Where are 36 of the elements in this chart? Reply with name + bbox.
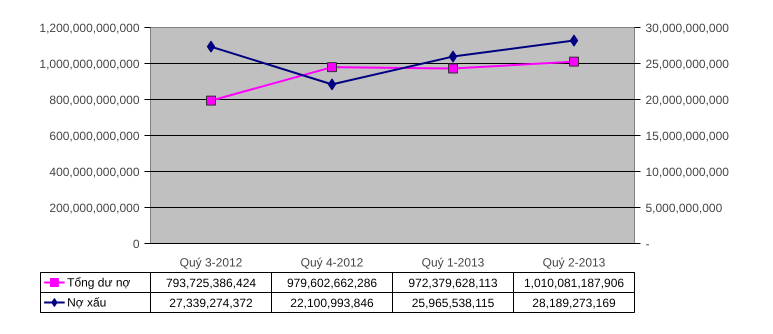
point	[570, 34, 578, 47]
point	[206, 96, 216, 106]
y2-tick-label: 15,000,000,000	[646, 129, 730, 143]
y2-tick-label: 10,000,000,000	[646, 165, 730, 179]
y2-tick-label: 5,000,000,000	[646, 201, 723, 215]
data-label: 28,189,273,169	[532, 296, 616, 310]
y-tick-label: 600,000,000,000	[49, 129, 140, 143]
data-label: 22,100,993,846	[290, 296, 374, 310]
y-tick-label: 400,000,000,000	[49, 165, 140, 179]
y-tick-label: 800,000,000,000	[49, 93, 140, 107]
data-label: 793,725,386,424	[166, 276, 256, 290]
x-tick-label: Quý 2-2013	[542, 256, 606, 270]
legend-label: Tổng dư nợ	[67, 276, 131, 290]
point	[569, 56, 579, 67]
legend-label: Nợ xấu	[67, 296, 106, 310]
data-label: 1,010,081,187,906	[524, 276, 624, 290]
y2-tick-label: 30,000,000,000	[646, 21, 730, 35]
y-tick-label: 1,000,000,000,000	[39, 57, 140, 71]
x-tick-label: Quý 3-2012	[180, 256, 243, 270]
point	[206, 40, 216, 53]
point	[327, 62, 337, 72]
data-label: 27,339,274,372	[169, 296, 254, 310]
y2-tick-label: 20,000,000,000	[646, 93, 730, 107]
y-tick-label: 0	[132, 237, 140, 251]
point	[448, 63, 458, 74]
data-label: 979,602,662,286	[286, 276, 378, 290]
x-tick-label: Quý 1-2013	[422, 256, 485, 270]
y2-tick-label: -	[646, 237, 650, 251]
data-label: 25,965,538,115	[412, 296, 495, 310]
y-tick-label: 1,200,000,000,000	[39, 21, 140, 35]
data-label: 972,379,628,113	[408, 276, 498, 290]
y2-tick-label: 25,000,000,000	[646, 57, 730, 71]
point	[448, 50, 458, 63]
point	[328, 78, 336, 90]
y-tick-label: 200,000,000,000	[49, 201, 140, 215]
x-tick-label: Quý 4-2012	[300, 256, 364, 270]
